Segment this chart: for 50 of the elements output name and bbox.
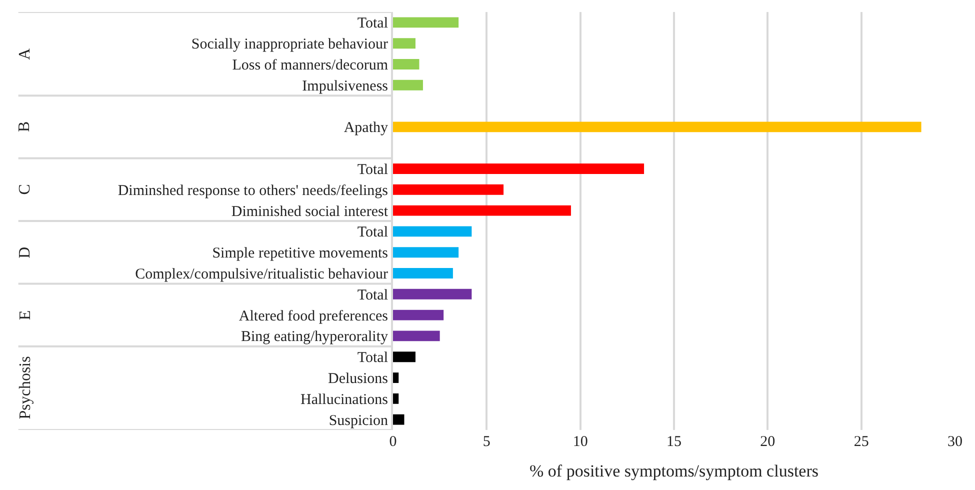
y-tick-label: Total <box>357 162 388 178</box>
x-tick-label: 0 <box>389 434 397 450</box>
bar <box>393 80 423 90</box>
y-tick-label: Bing eating/hyperorality <box>240 329 388 346</box>
bar <box>393 310 444 320</box>
bar <box>393 122 922 132</box>
bar <box>393 226 472 237</box>
y-tick-label: Altered food preferences <box>238 308 388 324</box>
y-tick-label: Impulsiveness <box>302 78 388 94</box>
x-tick-label: 10 <box>572 434 588 450</box>
bar <box>393 247 459 258</box>
bar <box>393 288 472 300</box>
x-tick-label: 5 <box>482 434 490 450</box>
y-tick-label: Diminished social interest <box>231 204 389 220</box>
bar <box>393 393 399 404</box>
y-tick-label: Diminshed response to others' needs/feelings <box>118 182 388 199</box>
x-tick-label: 25 <box>854 434 869 450</box>
y-tick-label: Total <box>357 287 388 304</box>
bar <box>393 330 440 342</box>
text: B <box>16 121 34 132</box>
text: Psychosis <box>16 356 34 420</box>
bar <box>393 17 459 28</box>
bar <box>393 205 571 216</box>
y-tick-label: Delusions <box>328 371 388 387</box>
text: C <box>16 184 34 195</box>
text: A <box>16 48 34 60</box>
y-tick-label: Total <box>357 224 388 241</box>
x-tick-label: 20 <box>760 434 776 450</box>
bar <box>393 268 453 278</box>
x-tick-label: 15 <box>666 434 682 450</box>
bar <box>393 184 504 195</box>
bar <box>393 59 420 70</box>
y-tick-label: Loss of manners/decorum <box>232 58 388 74</box>
y-tick-label: Suspicion <box>328 412 388 429</box>
bar <box>393 38 416 49</box>
y-tick-label: Simple repetitive movements <box>212 246 388 262</box>
y-tick-label: Total <box>357 16 388 32</box>
y-tick-label: Socially inappropriate behaviour <box>191 36 388 53</box>
bar <box>393 352 416 362</box>
x-tick-label: 30 <box>948 434 962 450</box>
y-tick-label: Apathy <box>344 120 388 136</box>
text: D <box>16 246 34 258</box>
y-tick-label: Total <box>357 350 388 366</box>
y-tick-label: Hallucinations <box>300 392 388 408</box>
bar <box>393 414 404 425</box>
x-axis-title: % of positive symptoms/symptom clusters <box>530 461 818 480</box>
y-tick-label: Complex/compulsive/ritualistic behaviour <box>135 266 388 282</box>
bar <box>393 164 644 174</box>
text: E <box>17 310 34 320</box>
bar <box>393 372 399 383</box>
